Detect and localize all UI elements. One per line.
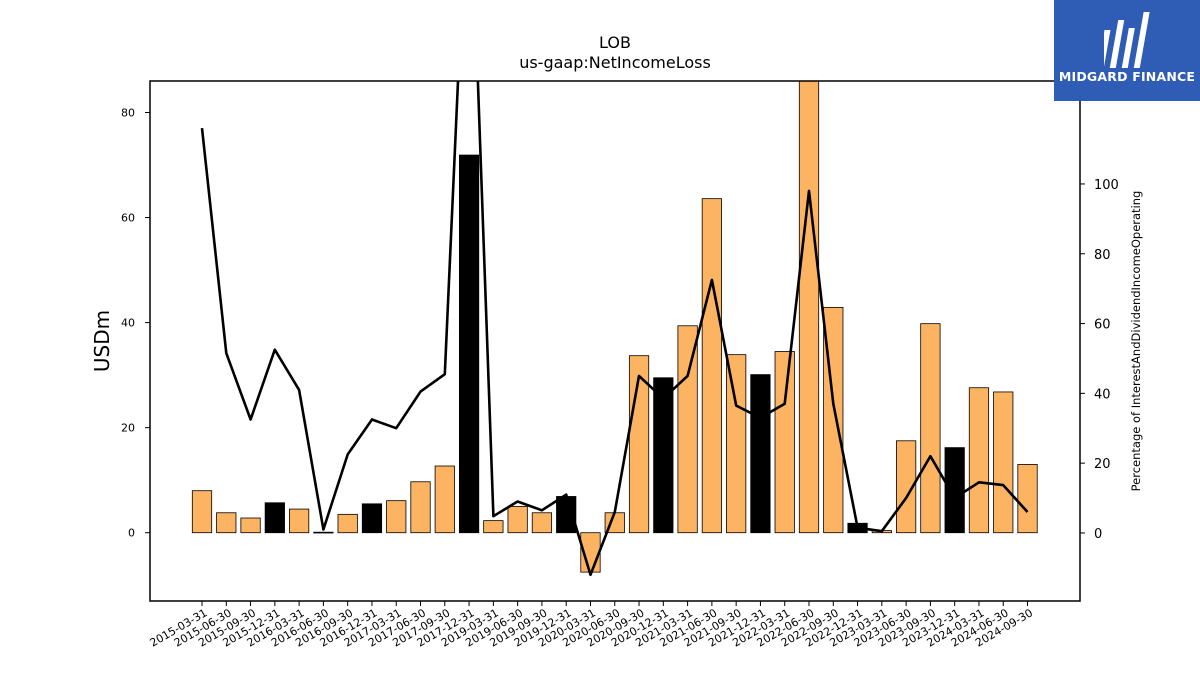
bar-2021-06-30 <box>701 198 722 534</box>
bar-2022-03-31 <box>774 351 795 534</box>
bar-2023-09-30 <box>920 323 941 534</box>
y2-tick-label: 0 <box>1094 527 1102 542</box>
bar-2015-12-31 <box>264 502 285 534</box>
bar-2016-03-31 <box>289 508 310 534</box>
bar-2015-03-31 <box>191 490 213 534</box>
bar-2016-06-30 <box>313 531 334 534</box>
y-axis: 0 20 40 60 80 <box>121 107 150 540</box>
y-tick-label: 40 <box>121 317 135 330</box>
bar-2015-09-30 <box>240 517 261 534</box>
chart-title: LOB <box>599 33 631 52</box>
y-tick-label: 0 <box>128 527 135 540</box>
bar-2023-12-31 <box>944 447 965 534</box>
bar-2023-06-30 <box>896 440 917 534</box>
bar-2022-06-30 <box>798 81 820 534</box>
y2-tick-label: 20 <box>1094 457 1111 472</box>
y-tick-label: 80 <box>121 107 135 120</box>
bar-2015-06-30 <box>216 512 237 534</box>
bar-2016-12-31 <box>361 503 383 534</box>
bar-2017-12-31 <box>458 154 480 534</box>
bar-2017-03-31 <box>386 500 407 534</box>
y-axis-label: USDm <box>90 310 114 372</box>
bar-2019-03-31 <box>483 520 504 534</box>
logo-text: MIDGARD FINANCE <box>1058 69 1196 84</box>
chart-subtitle: us-gaap:NetIncomeLoss <box>519 53 711 72</box>
bar-2019-09-30 <box>531 512 553 534</box>
bar-2019-06-30 <box>507 506 528 534</box>
brand-logo: MIDGARD FINANCE <box>1054 0 1200 101</box>
y-tick-label: 60 <box>121 212 135 225</box>
bar-2020-12-31 <box>653 377 674 534</box>
bar-2024-06-30 <box>993 391 1014 534</box>
line-layer <box>200 81 1029 577</box>
bar-2024-03-31 <box>968 387 990 534</box>
bar-2021-12-31 <box>750 374 771 534</box>
y2-tick-label: 40 <box>1094 387 1111 402</box>
bar-2021-03-31 <box>677 325 698 534</box>
y-tick-label: 20 <box>121 422 135 435</box>
y2-axis-label: Percentage of InterestAndDividendIncomeO… <box>1129 191 1143 492</box>
bar-2016-09-30 <box>337 513 358 534</box>
bar-2024-09-30 <box>1017 464 1038 534</box>
bar-2017-06-30 <box>410 481 431 534</box>
y2-axis: 0 20 40 60 80 100 <box>1080 178 1119 542</box>
bar-2021-09-30 <box>726 354 747 534</box>
y2-tick-label: 100 <box>1094 178 1119 193</box>
x-axis: 2015-03-312015-06-302015-09-302015-12-31… <box>148 601 1035 650</box>
y2-tick-label: 80 <box>1094 248 1111 263</box>
percentage-line <box>200 81 1029 577</box>
bar-2017-09-30 <box>434 465 455 534</box>
y2-tick-label: 60 <box>1094 318 1111 333</box>
logo-mark-icon <box>1104 12 1150 68</box>
